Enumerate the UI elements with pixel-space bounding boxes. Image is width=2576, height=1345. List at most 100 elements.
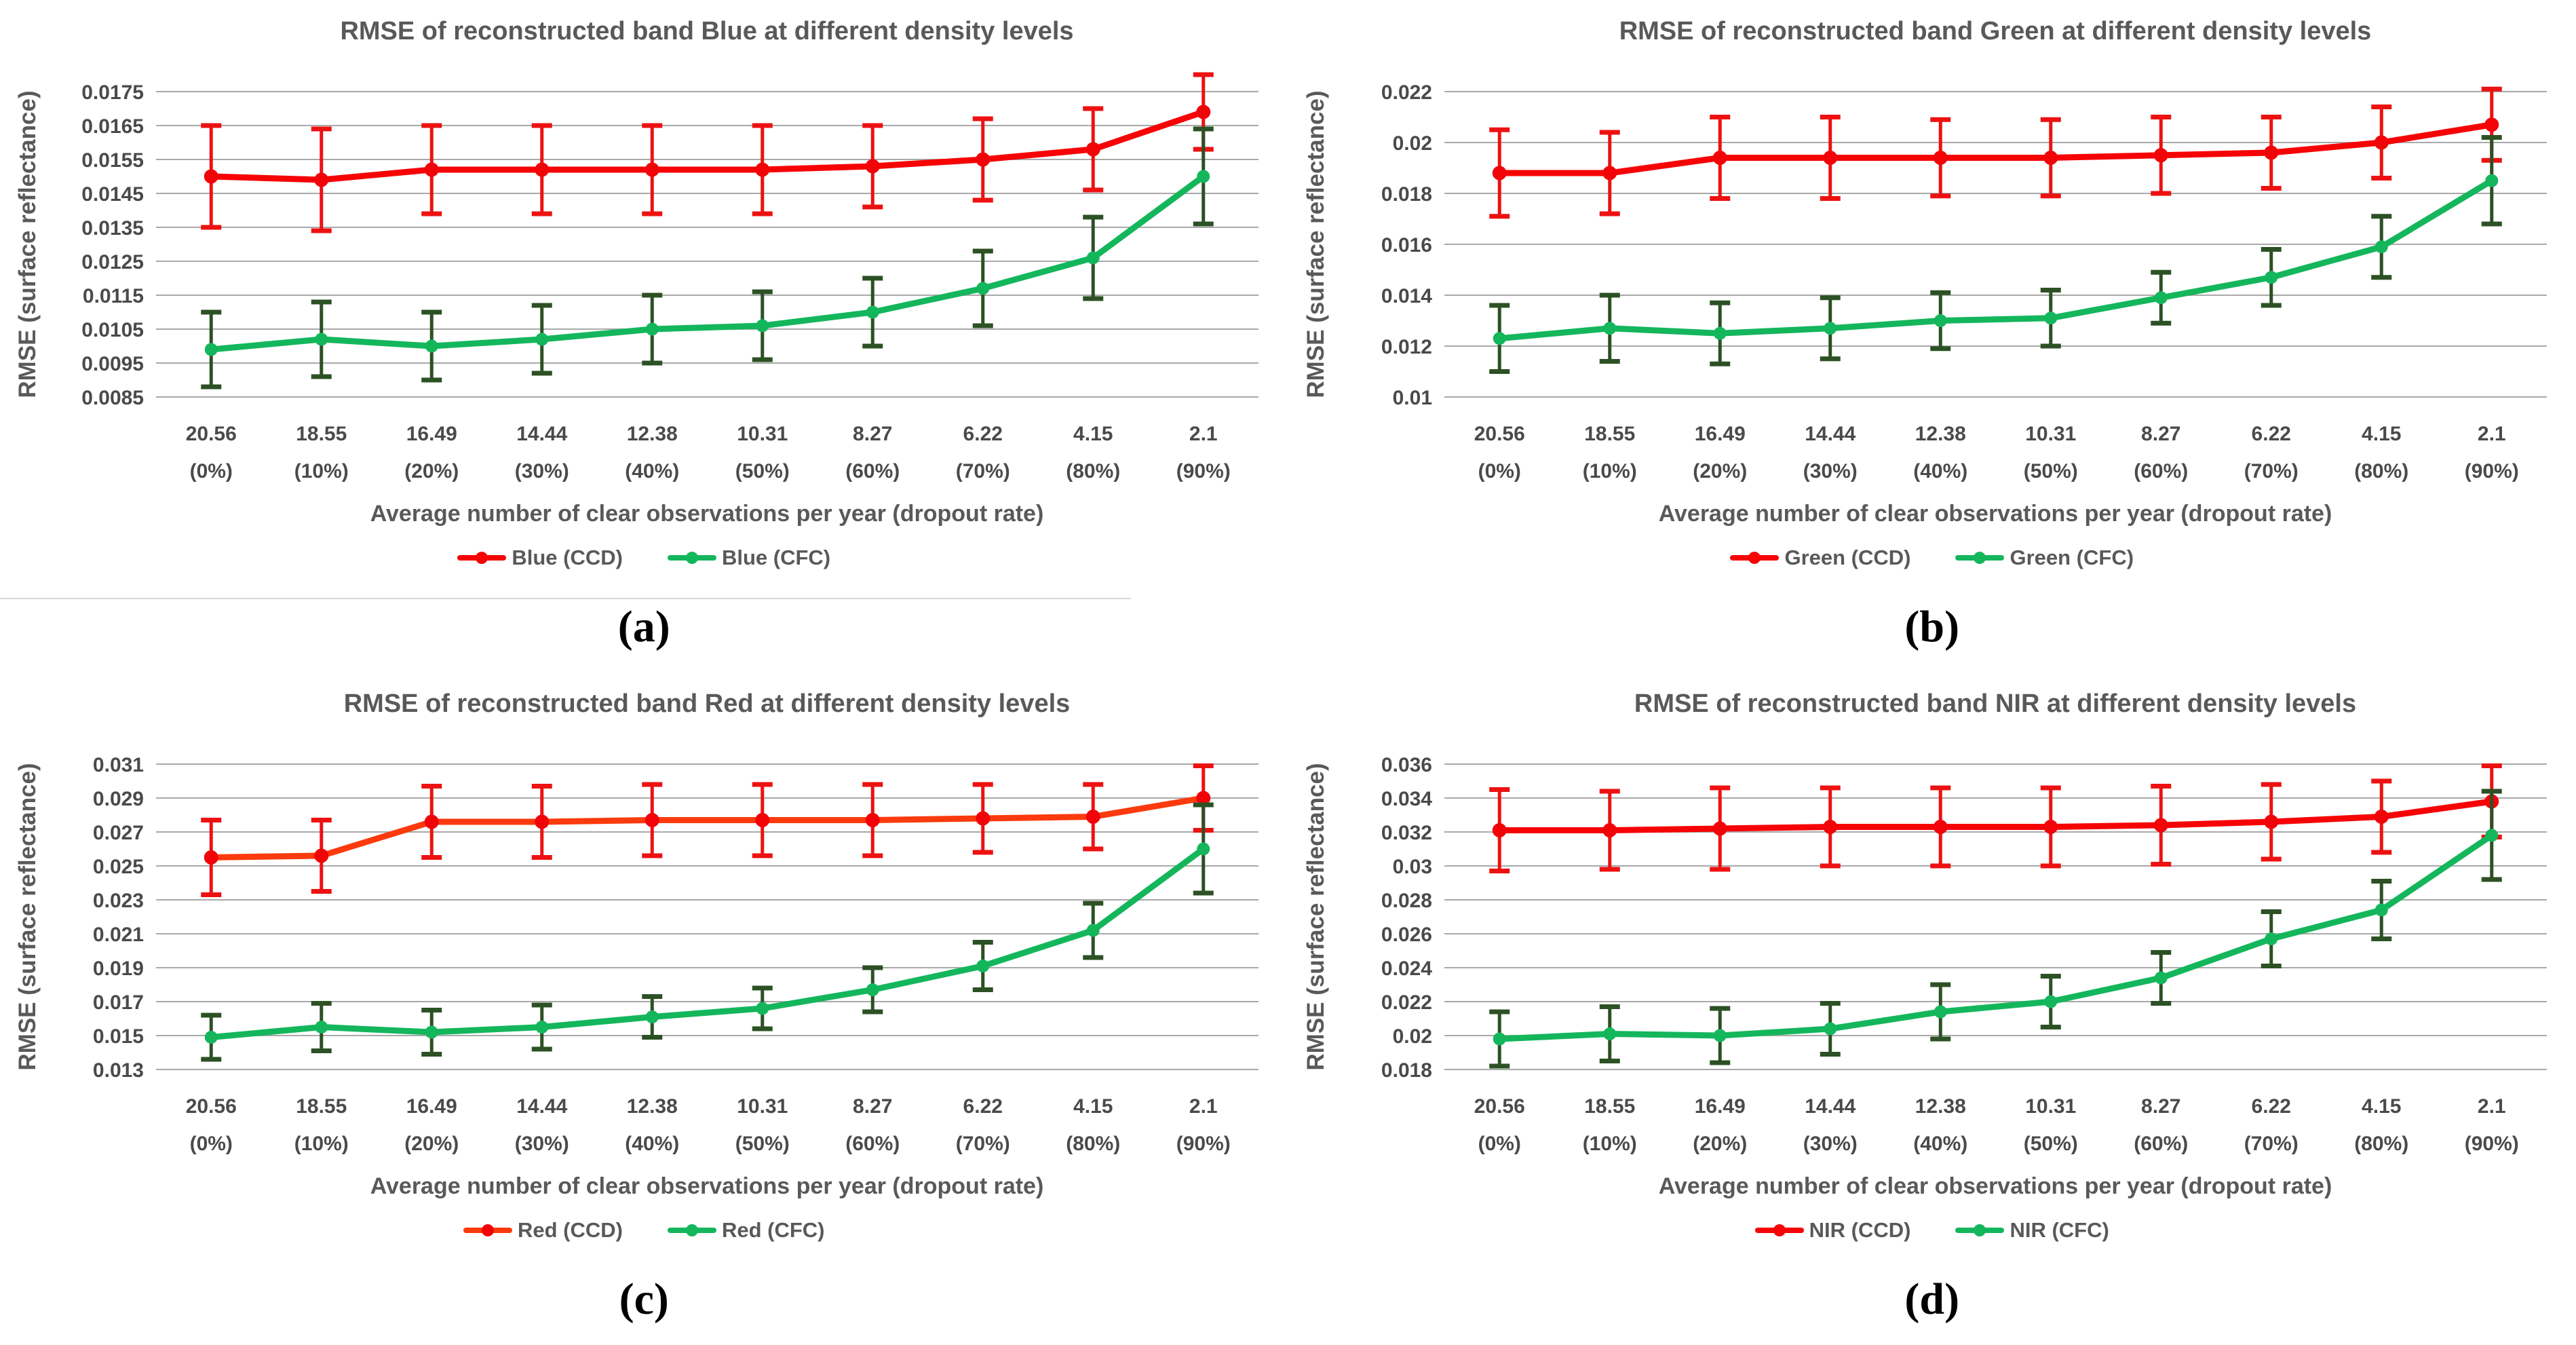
svg-text:8.27: 8.27 [2141, 423, 2180, 445]
svg-text:6.22: 6.22 [963, 423, 1003, 445]
svg-text:0.014: 0.014 [1381, 285, 1431, 307]
svg-text:0.02: 0.02 [1392, 132, 1431, 155]
svg-text:0.0085: 0.0085 [81, 387, 144, 409]
chart-canvas-red: RMSE of reconstructed band Red at differ… [14, 689, 1258, 1199]
svg-text:0.0105: 0.0105 [81, 319, 144, 341]
svg-text:0.015: 0.015 [93, 1025, 144, 1048]
chart-canvas-blue: RMSE of reconstructed band Blue at diffe… [14, 17, 1258, 527]
svg-text:(30%): (30%) [1803, 1133, 1857, 1155]
legend-label-cfc: Blue (CFC) [721, 546, 831, 569]
svg-text:(10%): (10%) [1582, 460, 1636, 482]
y-axis-title: RMSE (surface reflectance) [14, 763, 41, 1070]
svg-text:8.27: 8.27 [853, 1095, 892, 1118]
legend-item-cfc: Blue (CFC) [667, 546, 831, 570]
svg-text:12.38: 12.38 [1915, 1095, 1965, 1118]
chart-panel-b: RMSE of reconstructed band Green at diff… [1288, 0, 2576, 672]
svg-text:12.38: 12.38 [627, 1095, 678, 1118]
svg-text:18.55: 18.55 [1584, 1095, 1635, 1118]
svg-text:14.44: 14.44 [1805, 423, 1856, 445]
svg-text:0.027: 0.027 [93, 822, 144, 844]
svg-text:20.56: 20.56 [186, 423, 237, 445]
svg-text:(20%): (20%) [404, 460, 459, 482]
svg-text:(30%): (30%) [515, 1133, 569, 1155]
svg-text:(10%): (10%) [294, 460, 349, 482]
svg-text:0.029: 0.029 [93, 788, 144, 810]
legend: NIR (CCD) NIR (CFC) [1288, 1214, 2576, 1247]
legend: Green (CCD) Green (CFC) [1288, 542, 2576, 574]
legend-label-cfc: Red (CFC) [721, 1218, 825, 1242]
svg-text:(20%): (20%) [404, 1133, 459, 1155]
svg-text:20.56: 20.56 [1474, 423, 1524, 445]
svg-text:0.02: 0.02 [1392, 1025, 1431, 1048]
svg-text:4.15: 4.15 [2362, 423, 2401, 445]
svg-text:(80%): (80%) [2354, 1133, 2408, 1155]
svg-text:(50%): (50%) [2023, 460, 2077, 482]
svg-text:(20%): (20%) [1693, 1133, 1747, 1155]
svg-text:(90%): (90%) [2464, 460, 2518, 482]
svg-text:(90%): (90%) [1176, 460, 1231, 482]
svg-text:0.0125: 0.0125 [81, 251, 144, 273]
svg-text:0.032: 0.032 [1381, 822, 1431, 844]
svg-text:10.31: 10.31 [2025, 423, 2076, 445]
svg-text:0.036: 0.036 [1381, 754, 1431, 776]
svg-text:(40%): (40%) [625, 460, 679, 482]
svg-text:0.017: 0.017 [93, 991, 144, 1014]
svg-text:(0%): (0%) [1478, 1133, 1520, 1155]
svg-text:20.56: 20.56 [186, 1095, 237, 1118]
svg-text:(30%): (30%) [515, 460, 569, 482]
svg-text:(70%): (70%) [956, 460, 1010, 482]
svg-text:0.034: 0.034 [1381, 788, 1431, 810]
svg-text:(60%): (60%) [2134, 460, 2188, 482]
chart-canvas-green: RMSE of reconstructed band Green at diff… [1303, 17, 2547, 527]
svg-text:(80%): (80%) [1066, 1133, 1120, 1155]
svg-text:16.49: 16.49 [406, 1095, 457, 1118]
legend-label-ccd: Blue (CCD) [512, 546, 623, 569]
svg-text:2.1: 2.1 [2477, 423, 2505, 445]
svg-text:0.023: 0.023 [93, 890, 144, 912]
svg-text:14.44: 14.44 [1805, 1095, 1856, 1118]
svg-text:(40%): (40%) [625, 1133, 679, 1155]
chart-title: RMSE of reconstructed band Red at differ… [344, 689, 1071, 718]
svg-text:0.0115: 0.0115 [83, 285, 144, 307]
svg-text:(70%): (70%) [2244, 460, 2298, 482]
legend-label-ccd: Green (CCD) [1784, 546, 1911, 569]
legend-item-ccd: Red (CCD) [463, 1218, 623, 1243]
y-axis-title: RMSE (surface reflectance) [14, 90, 41, 398]
svg-text:0.018: 0.018 [1381, 183, 1431, 206]
svg-text:12.38: 12.38 [1915, 423, 1965, 445]
svg-text:(50%): (50%) [735, 1133, 790, 1155]
legend-item-ccd: NIR (CCD) [1754, 1218, 1910, 1243]
svg-text:(20%): (20%) [1693, 460, 1747, 482]
svg-text:6.22: 6.22 [963, 1095, 1003, 1118]
svg-text:18.55: 18.55 [296, 423, 347, 445]
legend-item-cfc: NIR (CFC) [1955, 1218, 2109, 1243]
legend-label-cfc: NIR (CFC) [2010, 1218, 2109, 1242]
x-axis-title: Average number of clear observations per… [370, 501, 1044, 527]
svg-text:0.021: 0.021 [93, 924, 144, 946]
svg-text:6.22: 6.22 [2251, 1095, 2290, 1118]
subfigure-label-d: (d) [1904, 1274, 1960, 1324]
plot-area: 0.0360.0340.0320.030.0280.0260.0240.0220… [1381, 754, 2547, 1155]
svg-text:4.15: 4.15 [1073, 1095, 1113, 1118]
svg-text:0.028: 0.028 [1381, 890, 1431, 912]
plot-area: 0.031 0.029 0.027 0.025 0.023 0.021 0.019 0.017… [93, 754, 1258, 1155]
svg-text:0.026: 0.026 [1381, 924, 1431, 946]
svg-text:10.31: 10.31 [2025, 1095, 2076, 1118]
svg-text:0.018: 0.018 [1381, 1059, 1431, 1082]
chart-title: RMSE of reconstructed band Blue at diffe… [340, 17, 1073, 45]
svg-text:(40%): (40%) [1913, 460, 1967, 482]
legend-marker-ccd-icon [1730, 552, 1780, 564]
svg-text:0.03: 0.03 [1392, 856, 1431, 878]
legend-item-cfc: Red (CFC) [667, 1218, 825, 1243]
svg-text:10.31: 10.31 [737, 1095, 788, 1118]
svg-text:0.0175: 0.0175 [81, 81, 144, 104]
panel-divider [0, 598, 1131, 599]
legend-item-ccd: Green (CCD) [1730, 546, 1910, 570]
svg-text:2.1: 2.1 [1189, 423, 1218, 445]
legend-marker-cfc-icon [1955, 1224, 2005, 1236]
svg-text:0.031: 0.031 [93, 754, 144, 776]
svg-text:(80%): (80%) [1066, 460, 1120, 482]
svg-text:18.55: 18.55 [1584, 423, 1635, 445]
legend: Blue (CCD) Blue (CFC) [0, 542, 1288, 574]
